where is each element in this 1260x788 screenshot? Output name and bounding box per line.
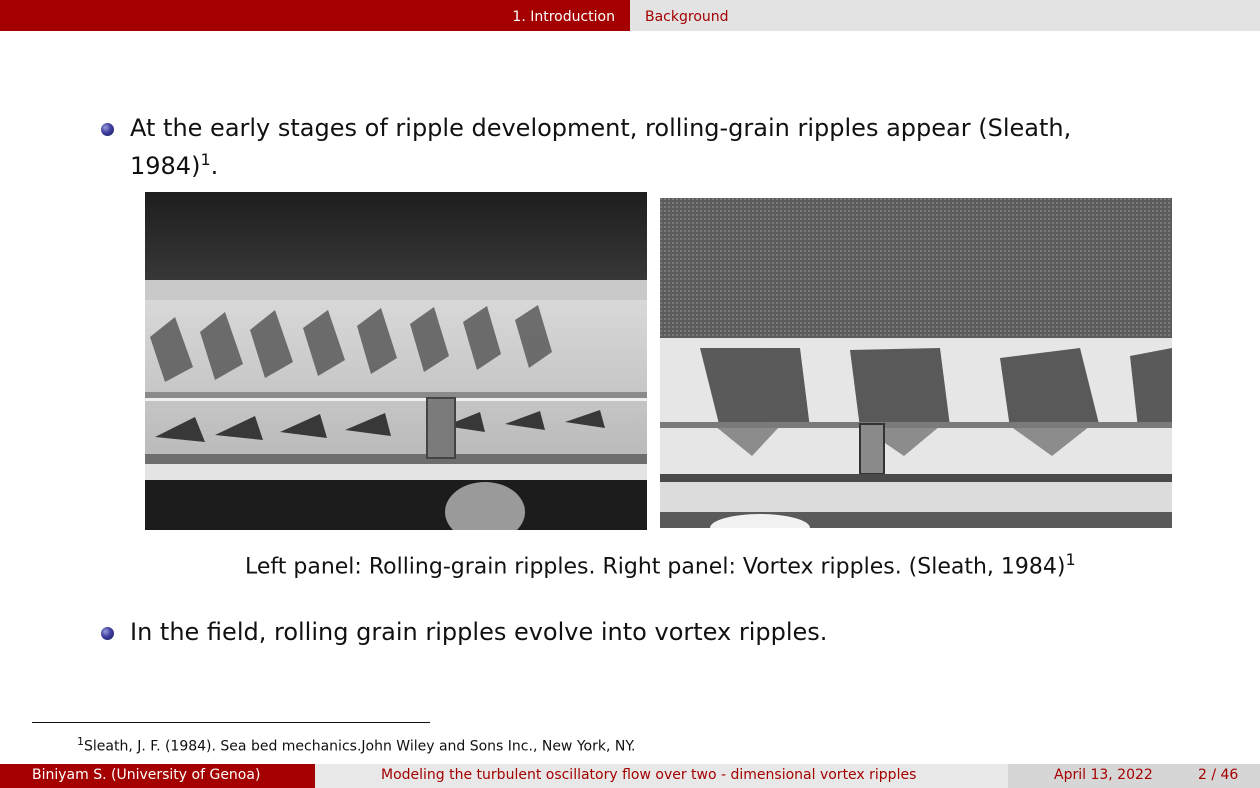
bullet-1-tail: . bbox=[210, 152, 219, 180]
footnote: 1Sleath, J. F. (1984). Sea bed mechanics… bbox=[77, 735, 636, 755]
footer-title: Modeling the turbulent oscillatory flow … bbox=[381, 767, 917, 783]
header-bar: 1. Introduction Background bbox=[0, 0, 1260, 31]
footnote-number: 1 bbox=[77, 735, 84, 748]
right-panel-photo bbox=[660, 198, 1172, 528]
footer-page-number: 2 / 46 bbox=[1198, 767, 1239, 783]
footer-title-block: Modeling the turbulent oscillatory flow … bbox=[315, 764, 1008, 788]
bullet-1-line1: At the early stages of ripple developmen… bbox=[130, 114, 1072, 142]
bullet-text-2: In the field, rolling grain ripples evol… bbox=[130, 618, 828, 646]
bullet-icon bbox=[101, 123, 114, 136]
footer-bar: Biniyam S. (University of Genoa) Modelin… bbox=[0, 764, 1260, 788]
figure-caption: Left panel: Rolling-grain ripples. Right… bbox=[245, 550, 1076, 579]
bullet-icon bbox=[101, 627, 114, 640]
footer-author-block: Biniyam S. (University of Genoa) bbox=[0, 764, 315, 788]
footnote-mark[interactable]: 1 bbox=[200, 150, 211, 169]
footer-date-block: April 13, 2022 2 / 46 bbox=[1008, 764, 1260, 788]
footer-date: April 13, 2022 bbox=[1054, 767, 1153, 783]
header-subsection[interactable]: Background bbox=[645, 9, 729, 25]
bullet-1-line2: 1984) bbox=[130, 152, 201, 180]
footnote-rule bbox=[32, 722, 430, 723]
caption-footnote-mark[interactable]: 1 bbox=[1065, 550, 1076, 569]
footer-author: Biniyam S. (University of Genoa) bbox=[32, 767, 261, 783]
caption-text: Left panel: Rolling-grain ripples. Right… bbox=[245, 554, 1066, 580]
left-panel-photo bbox=[145, 192, 647, 530]
bullet-text-1: At the early stages of ripple developmen… bbox=[130, 112, 1150, 182]
header-section[interactable]: 1. Introduction bbox=[512, 9, 615, 25]
header-left-block bbox=[0, 0, 630, 31]
footnote-text: Sleath, J. F. (1984). Sea bed mechanics.… bbox=[84, 738, 636, 755]
